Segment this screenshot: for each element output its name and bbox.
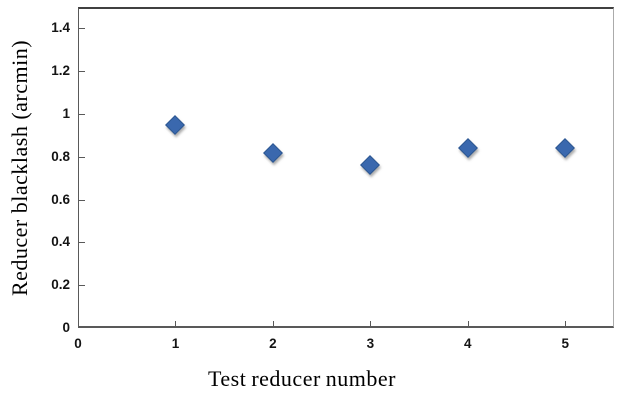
y-tick-label: 0.2 xyxy=(51,277,70,293)
y-tick-label: 0.4 xyxy=(51,234,70,250)
y-tick-label: 1.2 xyxy=(51,63,70,79)
x-axis-tick xyxy=(175,321,177,327)
x-tick-label: 0 xyxy=(74,336,82,351)
y-axis-tick xyxy=(79,28,85,30)
x-axis-tick xyxy=(370,321,372,327)
x-tick-label: 1 xyxy=(171,336,180,351)
y-axis-tick xyxy=(79,199,85,201)
y-tick-label: 1.4 xyxy=(51,20,70,36)
x-tick-label: 5 xyxy=(561,336,570,351)
y-tick-label: 0.8 xyxy=(51,148,70,164)
y-tick-label: 1 xyxy=(62,106,70,121)
x-axis-tick xyxy=(467,321,469,327)
y-axis-tick xyxy=(79,114,85,115)
y-axis-tick xyxy=(79,156,85,158)
x-tick-label: 2 xyxy=(269,336,277,351)
y-axis-tick xyxy=(79,71,85,73)
y-tick-label: 0 xyxy=(62,320,70,335)
x-axis-tick xyxy=(272,321,274,327)
x-tick-label: 4 xyxy=(464,336,472,351)
x-axis-tick xyxy=(565,321,567,327)
y-tick-label: 0.6 xyxy=(51,191,70,207)
y-axis-tick xyxy=(79,285,85,287)
y-axis-tick xyxy=(79,242,85,244)
x-tick-label: 3 xyxy=(366,336,375,351)
x-axis-title: Test reducer number xyxy=(208,366,396,391)
plot-area xyxy=(78,7,614,328)
